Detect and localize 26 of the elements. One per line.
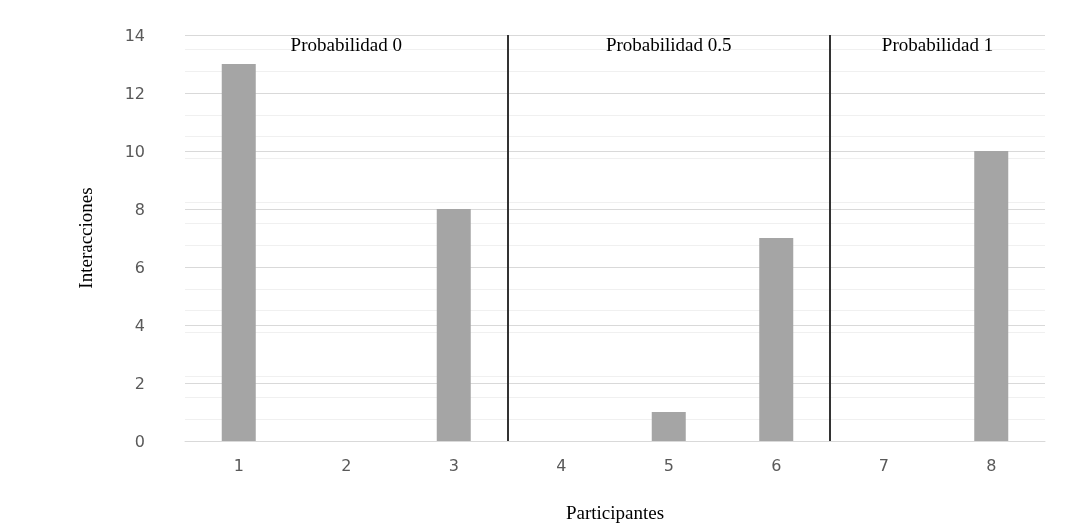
y-tick-label: 6 xyxy=(134,257,145,277)
x-tick-label: 8 xyxy=(986,455,997,475)
x-tick-label: 2 xyxy=(341,455,352,475)
bar xyxy=(221,64,256,441)
bar xyxy=(651,412,686,441)
x-tick-label: 3 xyxy=(448,455,459,475)
y-tick-label: 10 xyxy=(124,141,145,161)
y-tick-label: 12 xyxy=(124,83,145,103)
y-tick-label: 2 xyxy=(134,373,145,393)
y-tick-label: 0 xyxy=(134,431,145,451)
x-axis-title: Participantes xyxy=(565,502,665,523)
y-tick-label: 14 xyxy=(124,25,145,45)
bar xyxy=(436,209,471,441)
y-tick-label: 8 xyxy=(134,199,145,219)
x-tick-label: 5 xyxy=(663,455,674,475)
x-tick-label: 4 xyxy=(556,455,567,475)
y-tick-label: 4 xyxy=(134,315,145,335)
x-tick-label: 6 xyxy=(771,455,782,475)
bar xyxy=(974,151,1009,441)
x-tick-label: 1 xyxy=(233,455,244,475)
bar xyxy=(759,238,794,441)
x-tick-label: 7 xyxy=(878,455,889,475)
annotation: Probabilidad 0 xyxy=(290,34,402,55)
y-axis-title: Interacciones xyxy=(75,187,96,289)
annotation: Probabilidad 0.5 xyxy=(605,34,732,55)
annotation: Probabilidad 1 xyxy=(881,34,994,55)
